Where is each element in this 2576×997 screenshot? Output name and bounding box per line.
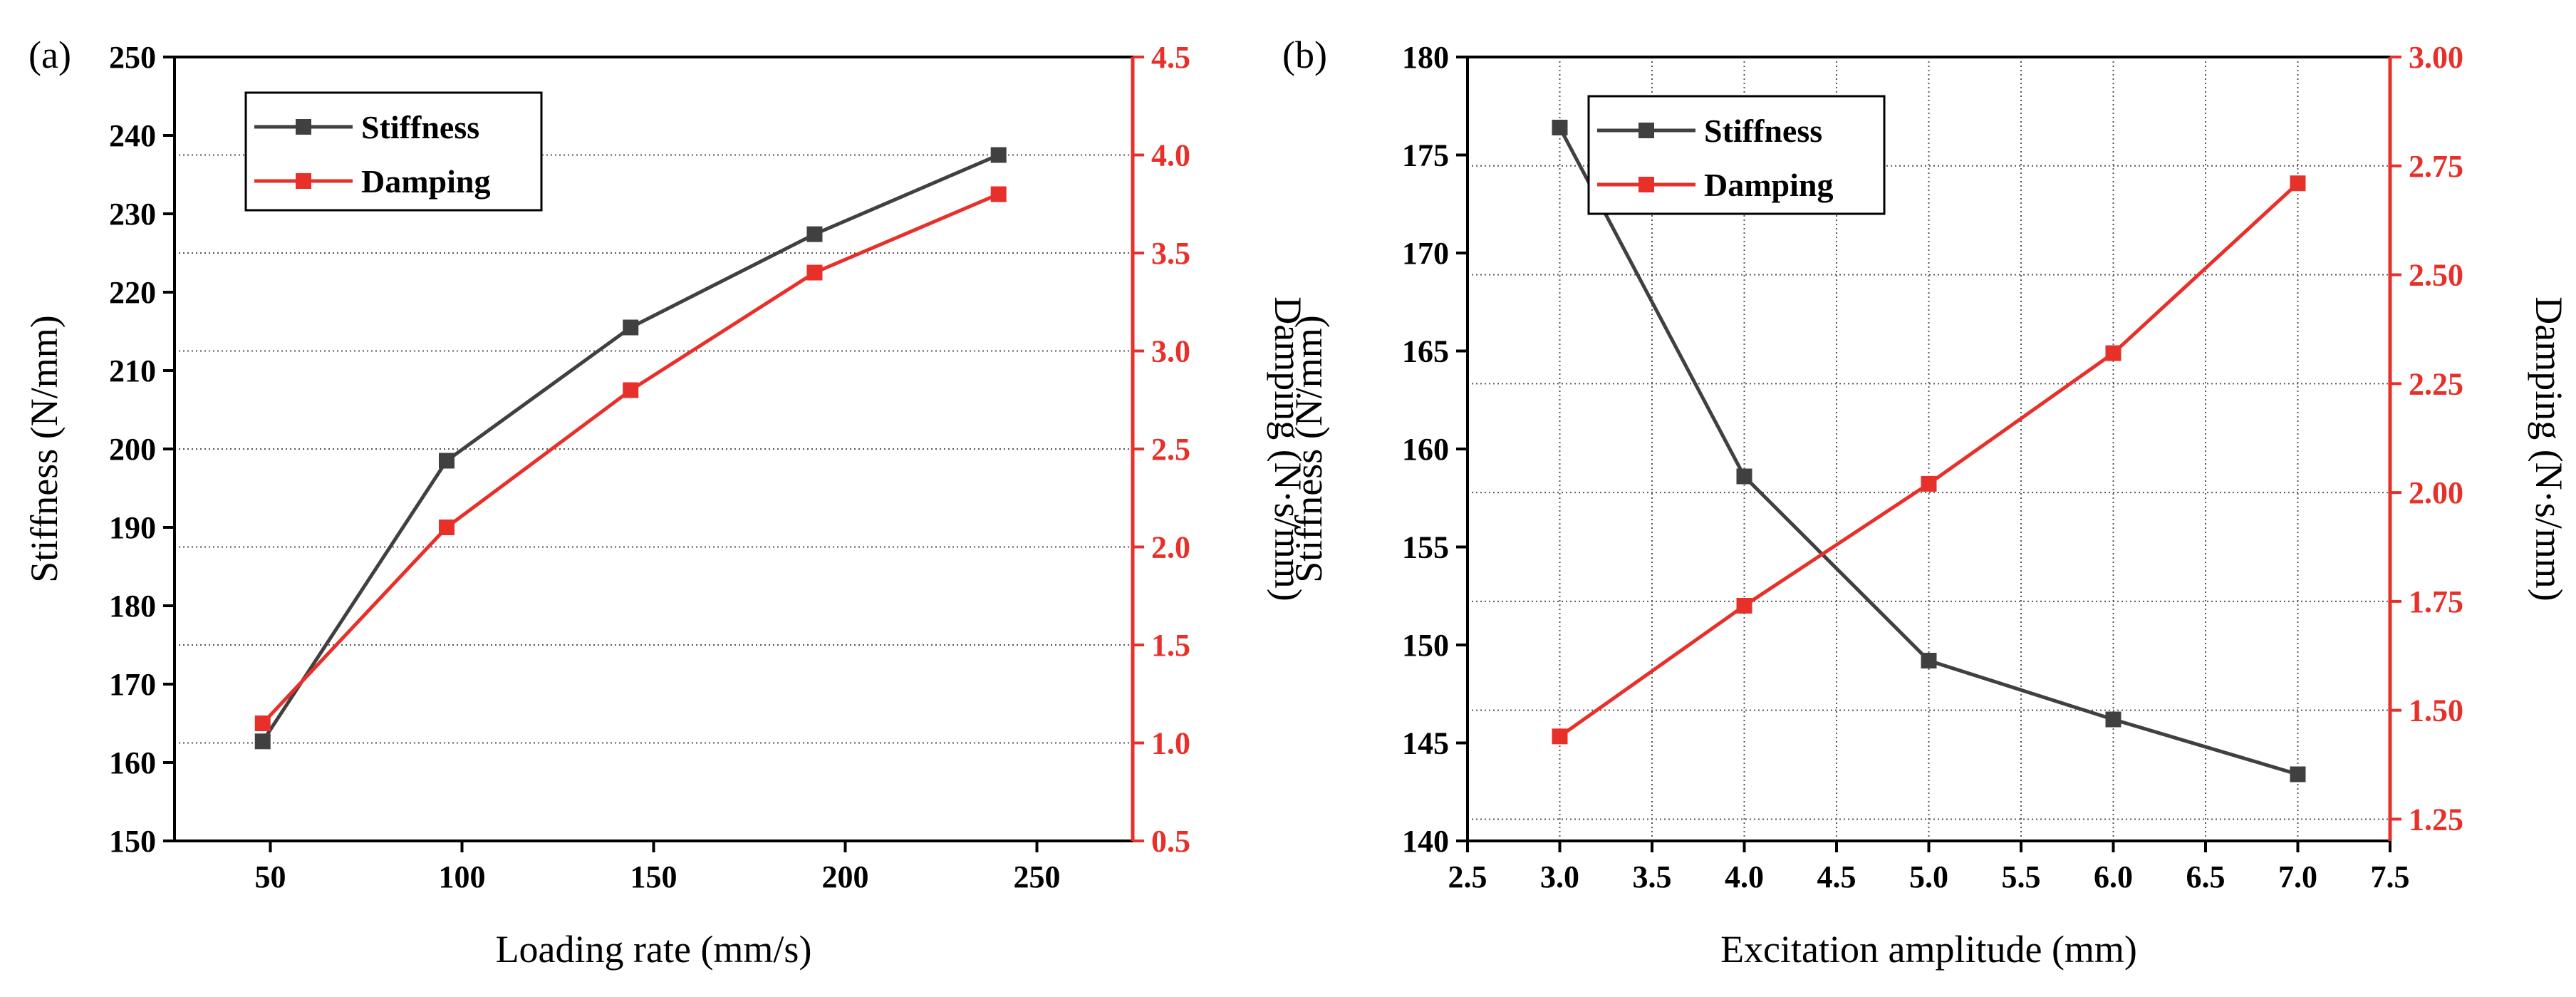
legend-label-stiffness: Stiffness	[361, 109, 479, 145]
x-tick-label: 3.0	[1540, 859, 1579, 894]
x-axis-label: Loading rate (mm/s)	[496, 928, 812, 971]
y-tick-label-left: 180	[1402, 40, 1449, 75]
y-tick-label-right: 3.0	[1151, 334, 1190, 369]
data-point-damping	[990, 186, 1007, 202]
y-tick-label-right: 2.5	[1151, 432, 1190, 467]
y-tick-label-left: 170	[109, 667, 156, 702]
y-tick-label-left: 220	[109, 275, 156, 310]
x-tick-label: 3.5	[1633, 859, 1672, 894]
data-point-damping	[2290, 175, 2306, 192]
y-tick-label-right: 4.0	[1151, 138, 1190, 173]
chart-panel-a: 50 100 150 200 250 150 160 170 180 190 200 210 220 23…	[23, 33, 1309, 971]
y-tick-label-right: 4.5	[1151, 40, 1190, 75]
x-tick-label: 7.5	[2371, 859, 2410, 894]
y-tick-label-left: 210	[109, 353, 156, 388]
legend-marker-stiffness	[296, 119, 311, 135]
data-point-stiffness	[1736, 468, 1752, 485]
chart-panel-b: 2.5 3.0 3.5 4.0 4.5 5.0 5.5 6.0 6.5 7.0 7.5 140 145 1…	[1282, 33, 2570, 971]
x-tick-label: 4.0	[1725, 859, 1764, 894]
data-point-damping	[254, 716, 271, 731]
data-point-damping	[1921, 475, 1937, 492]
x-tick-label: 5.5	[2002, 859, 2041, 894]
x-tick-label: 7.0	[2278, 859, 2317, 894]
y-tick-label-right: 1.5	[1151, 628, 1190, 663]
x-tick-label: 2.5	[1448, 859, 1487, 894]
y-tick-label-left: 250	[109, 40, 156, 75]
data-point-damping	[806, 264, 823, 281]
y-axis-label-left: Stiffness (N/mm)	[23, 315, 66, 583]
x-tick-label: 150	[630, 859, 677, 894]
data-point-stiffness	[990, 147, 1007, 163]
legend-label-damping: Damping	[1704, 167, 1833, 203]
y-tick-label-right: 2.75	[2409, 149, 2463, 184]
data-point-damping	[623, 382, 639, 398]
data-point-damping	[1736, 598, 1752, 614]
y-axis-label-right: Damping (N·s/mm)	[2528, 296, 2570, 601]
y-tick-label-right: 2.25	[2409, 366, 2463, 401]
y-tick-label-left: 200	[109, 432, 156, 467]
y-tick-label-left: 240	[109, 118, 156, 153]
data-point-stiffness	[438, 453, 455, 469]
y-tick-label-left: 150	[1402, 628, 1449, 663]
y-tick-label-right: 2.50	[2409, 258, 2463, 293]
y-tick-label-left: 165	[1402, 334, 1449, 369]
y-tick-label-right: 1.25	[2409, 802, 2463, 837]
y-tick-label-right: 2.0	[1151, 530, 1190, 565]
data-point-stiffness	[2105, 711, 2121, 728]
y-tick-label-left: 230	[109, 197, 156, 232]
y-tick-label-left: 190	[109, 510, 156, 545]
data-point-damping	[1552, 728, 1568, 745]
y-tick-label-right: 1.50	[2409, 693, 2463, 728]
y-axis-label-left: Stiffness (N/mm)	[1287, 315, 1330, 583]
y-tick-label-left: 160	[1402, 432, 1449, 467]
legend-marker-damping	[1638, 177, 1654, 192]
legend-label-damping: Damping	[361, 163, 490, 200]
y-tick-label-left: 150	[109, 824, 156, 859]
panel-label: (a)	[28, 33, 71, 76]
legend-label-stiffness: Stiffness	[1704, 113, 1822, 149]
y-tick-label-right: 1.0	[1151, 726, 1190, 761]
panel-label: (b)	[1282, 33, 1327, 76]
y-tick-label-left: 140	[1402, 824, 1449, 859]
y-tick-label-left: 155	[1402, 530, 1449, 565]
legend-box	[1587, 95, 1886, 215]
x-tick-label: 6.0	[2094, 859, 2133, 894]
x-tick-label: 250	[1014, 859, 1061, 894]
x-tick-label: 50	[255, 859, 286, 894]
data-point-stiffness	[254, 733, 271, 750]
data-point-damping	[2105, 345, 2121, 361]
x-tick-label: 100	[439, 859, 486, 894]
y-tick-label-right: 1.75	[2409, 584, 2463, 619]
y-tick-label-right: 3.5	[1151, 236, 1190, 271]
data-point-stiffness	[623, 319, 639, 336]
y-tick-label-right: 0.5	[1151, 824, 1190, 859]
y-tick-label-left: 145	[1402, 726, 1449, 761]
y-tick-label-left: 180	[109, 589, 156, 624]
data-point-stiffness	[806, 226, 823, 242]
data-point-stiffness	[2290, 766, 2306, 782]
x-tick-label: 200	[822, 859, 869, 894]
legend-box	[244, 91, 543, 212]
y-tick-label-left: 160	[109, 745, 156, 780]
legend-marker-damping	[296, 173, 311, 189]
y-axis-label-right: Damping (N·s/mm)	[1267, 296, 1309, 601]
data-point-stiffness	[1921, 653, 1937, 668]
x-axis-label: Excitation amplitude (mm)	[1720, 928, 2137, 971]
data-point-damping	[438, 520, 455, 535]
y-tick-label-right: 3.00	[2409, 40, 2463, 75]
x-tick-label: 6.5	[2186, 859, 2226, 894]
series-line-damping	[261, 192, 999, 725]
legend-marker-stiffness	[1638, 123, 1654, 138]
x-tick-label: 5.0	[1909, 859, 1948, 894]
data-point-stiffness	[1552, 120, 1568, 135]
y-tick-label-left: 175	[1402, 138, 1449, 173]
x-tick-label: 4.5	[1817, 859, 1856, 894]
y-tick-label-left: 170	[1402, 236, 1449, 271]
y-tick-label-right: 2.00	[2409, 475, 2463, 510]
